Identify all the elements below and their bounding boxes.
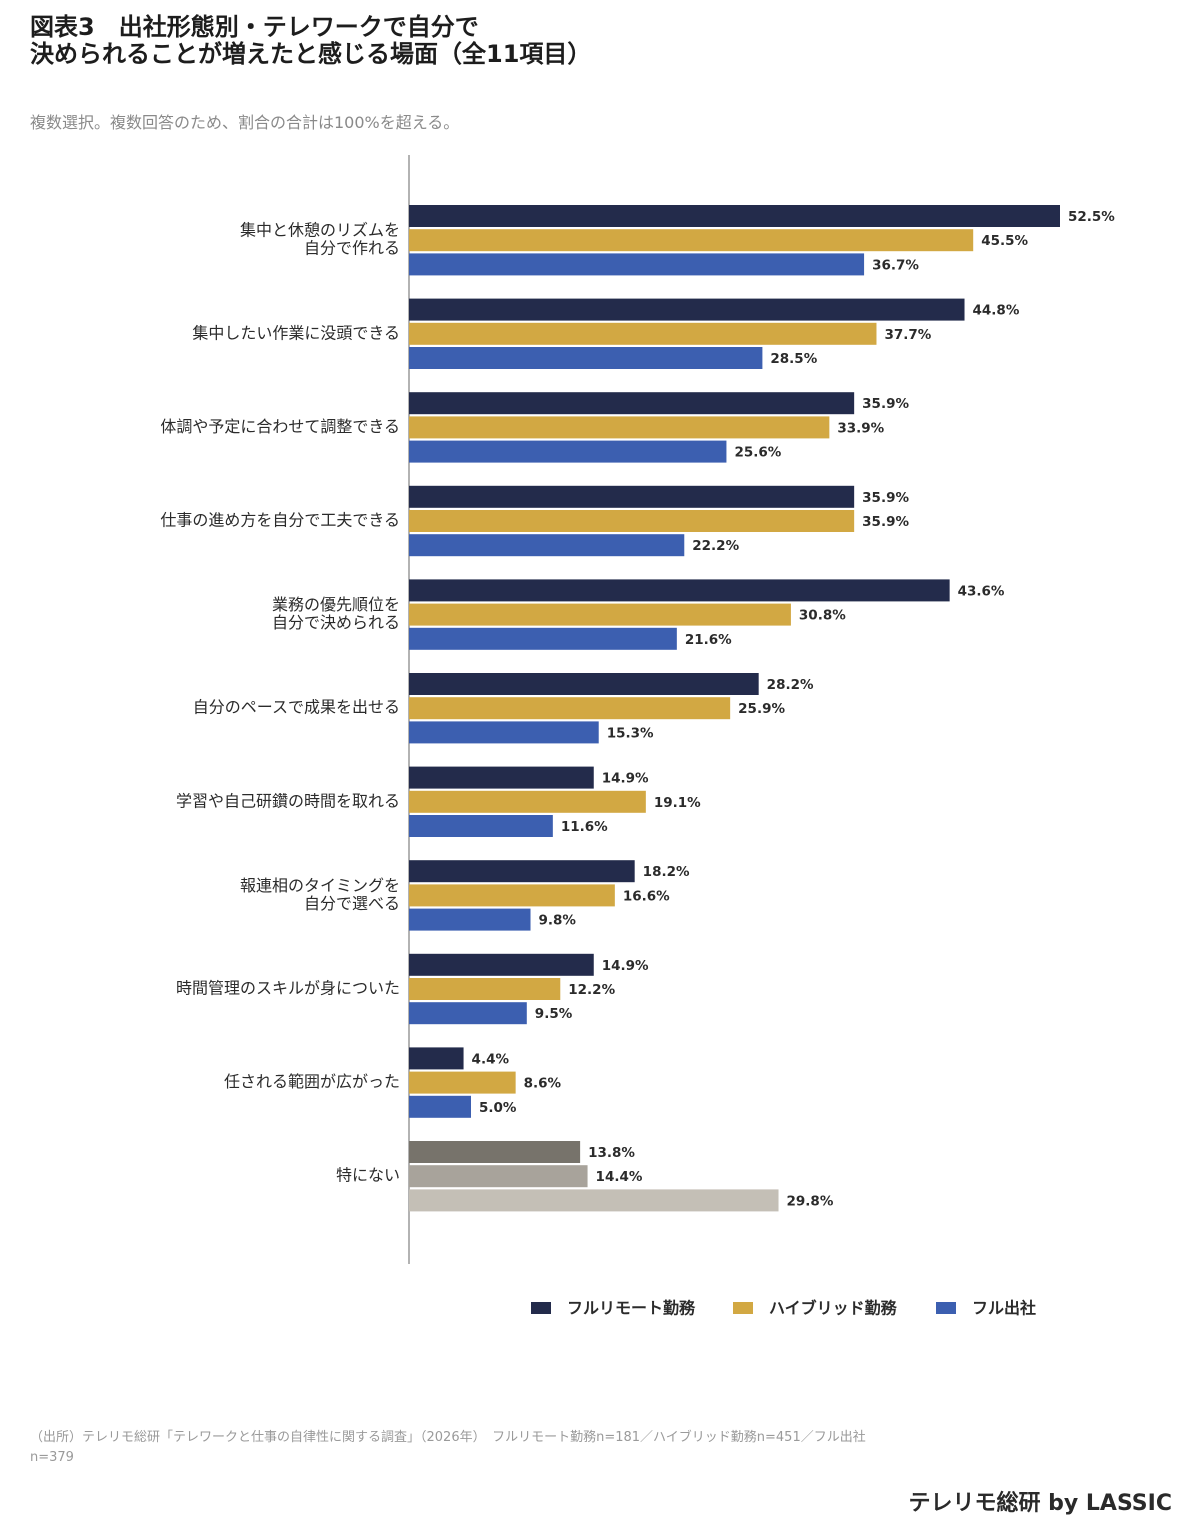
bar: [409, 978, 561, 1000]
chart-subtitle: 複数選択。複数回答のため、割合の合計は100%を超える。: [30, 113, 460, 132]
data-label: 12.2%: [568, 982, 615, 998]
bar: [409, 510, 855, 532]
data-label: 25.6%: [734, 445, 781, 461]
bar: [409, 1071, 516, 1094]
chart-title-line-1: 図表3 出社形態別・テレワークで自分で: [30, 13, 479, 41]
bar: [409, 205, 1060, 227]
chart-title-line-2: 決められることが増えたと感じる場面（全11項目）: [30, 40, 592, 68]
data-label: 19.1%: [654, 795, 701, 811]
bar: [409, 908, 531, 931]
category-label: 学習や自己研鑽の時間を取れる: [176, 791, 400, 810]
data-label: 28.2%: [767, 677, 814, 693]
data-label: 16.6%: [623, 888, 670, 904]
data-label: 21.6%: [685, 632, 732, 648]
data-label: 25.9%: [738, 701, 785, 717]
bar: [409, 440, 727, 463]
bar: [409, 534, 685, 557]
category-label: 集中したい作業に没頭できる: [192, 323, 400, 342]
data-label: 35.9%: [862, 514, 909, 530]
bar: [409, 1189, 779, 1212]
source-note: （出所）テレリモ総研「テレワークと仕事の自律性に関する調査」（2026年） フル…: [30, 1430, 866, 1465]
bar: [409, 229, 974, 252]
data-label: 14.9%: [602, 958, 649, 974]
data-label: 33.9%: [837, 420, 884, 436]
data-label: 18.2%: [643, 864, 690, 880]
bar: [409, 298, 965, 321]
bar: [409, 347, 763, 369]
bar: [409, 253, 865, 276]
category-label: 業務の優先順位を: [272, 595, 400, 614]
bar: [409, 322, 877, 345]
bar: [409, 603, 791, 626]
bar: [409, 860, 635, 883]
category-label: 自分のペースで成果を出せる: [193, 698, 400, 717]
data-label: 43.6%: [958, 583, 1005, 599]
data-label: 37.7%: [884, 327, 931, 343]
legend-swatch: [531, 1302, 551, 1314]
brand-logo-text: テレリモ総研 by LASSIC: [908, 1491, 1173, 1516]
legend-label: ハイブリッド勤務: [769, 1299, 898, 1318]
bar: [409, 1141, 581, 1163]
data-label: 14.9%: [602, 771, 649, 787]
bar: [409, 673, 759, 695]
chart-title: 図表3 出社形態別・テレワークで自分で 決められることが増えたと感じる場面（全1…: [30, 14, 591, 68]
legend-label: フル出社: [972, 1299, 1036, 1318]
bar: [409, 1095, 471, 1118]
data-label: 9.8%: [539, 913, 577, 929]
bar: [409, 416, 830, 439]
category-label: 報連相のタイミングを: [240, 876, 400, 895]
data-label: 8.6%: [524, 1076, 562, 1092]
category-label: 自分で決められる: [272, 613, 400, 632]
data-label: 35.9%: [862, 396, 909, 412]
category-label: 自分で作れる: [304, 239, 400, 258]
bar: [409, 627, 677, 650]
data-label: 28.5%: [770, 351, 817, 367]
data-label: 29.8%: [787, 1193, 834, 1209]
data-label: 44.8%: [973, 303, 1020, 319]
category-label: 集中と休憩のリズムを: [240, 221, 400, 240]
category-label: 任される範囲が広がった: [224, 1072, 400, 1091]
data-label: 36.7%: [872, 257, 919, 273]
data-label: 30.8%: [799, 608, 846, 624]
bar: [409, 697, 731, 720]
bar: [409, 579, 950, 602]
legend-swatch: [936, 1302, 956, 1314]
bar: [409, 1165, 588, 1188]
bar: [409, 884, 615, 907]
category-label: 仕事の進め方を自分で工夫できる: [160, 511, 400, 530]
data-label: 14.4%: [596, 1169, 643, 1185]
category-label: 特にない: [336, 1166, 400, 1185]
bar: [409, 1002, 527, 1025]
data-label: 9.5%: [535, 1006, 573, 1022]
data-label: 35.9%: [862, 490, 909, 506]
legend-label: フルリモート勤務: [567, 1299, 696, 1318]
data-label: 4.4%: [472, 1051, 510, 1067]
data-label: 45.5%: [981, 233, 1028, 249]
bar: [409, 1047, 464, 1070]
bar: [409, 790, 646, 813]
legend-swatch: [733, 1302, 753, 1314]
data-label: 11.6%: [561, 819, 608, 835]
bar: [409, 485, 855, 508]
data-label: 52.5%: [1068, 209, 1115, 225]
data-label: 5.0%: [479, 1100, 517, 1116]
category-label: 時間管理のスキルが身についた: [176, 979, 400, 998]
bar: [409, 815, 553, 837]
bar: [409, 953, 594, 976]
bar: [409, 392, 855, 415]
data-label: 22.2%: [692, 538, 739, 554]
bar: [409, 766, 594, 789]
category-label: 自分で選べる: [304, 894, 400, 913]
bar: [409, 721, 599, 744]
data-label: 13.8%: [588, 1145, 635, 1161]
category-label: 体調や予定に合わせて調整できる: [160, 417, 400, 436]
data-label: 15.3%: [607, 725, 654, 741]
